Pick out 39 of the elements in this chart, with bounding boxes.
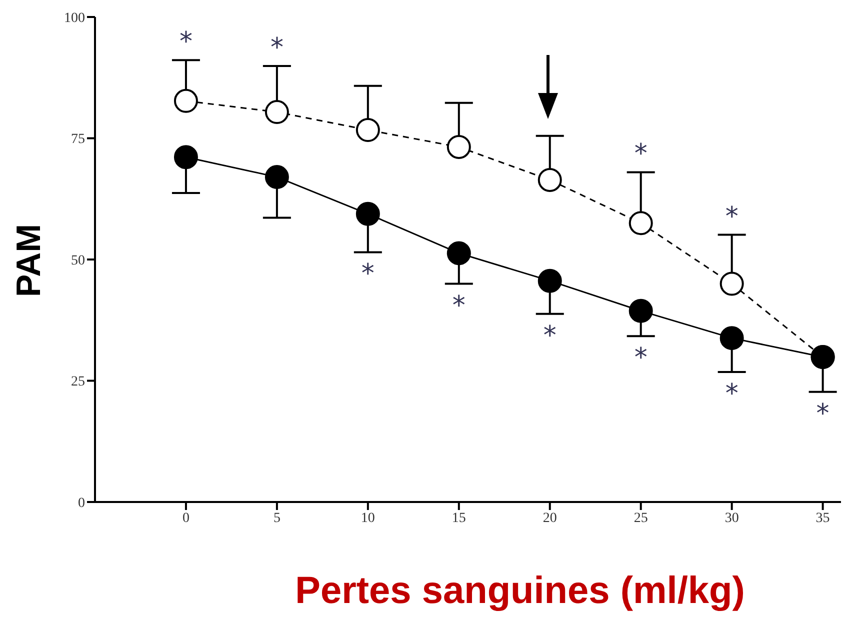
annotation: * [361, 259, 374, 290]
point [174, 145, 198, 170]
point [538, 268, 562, 293]
point [720, 326, 744, 350]
point [628, 298, 653, 323]
x-axis-title: Pertes sanguines (ml/kg) [294, 570, 746, 613]
annotation: * [725, 202, 738, 232]
annotation: * [179, 27, 192, 58]
annotation: * [634, 139, 648, 170]
x-tick-label: 25 [634, 510, 648, 526]
point [720, 272, 744, 296]
point [264, 100, 289, 124]
y-tick-label: 75 [71, 132, 85, 148]
point [264, 165, 289, 190]
point [446, 241, 471, 266]
point [356, 118, 380, 142]
y-tick-label: 100 [64, 10, 85, 26]
x-tick-label: 35 [816, 510, 830, 526]
annotation: * [543, 320, 556, 351]
y-axis-title: PAM [10, 223, 50, 297]
point [356, 202, 380, 226]
point [538, 168, 562, 192]
x-tick-label: 0 [182, 510, 190, 526]
y-tick-label: 0 [78, 496, 85, 511]
annotation: * [270, 32, 284, 63]
x-tick-label: 30 [724, 510, 739, 526]
point [446, 134, 471, 159]
x-tick-label: 10 [360, 510, 375, 526]
x-tick-label: 15 [452, 510, 466, 526]
y-tick-label: 25 [71, 374, 85, 390]
y-tick-label: 50 [71, 253, 85, 268]
x-tick-label: 5 [273, 510, 280, 526]
annotation: * [725, 379, 738, 410]
annotation: * [634, 343, 648, 374]
annotation: * [816, 398, 830, 429]
point [628, 211, 653, 236]
x-tick-label: 20 [542, 510, 557, 526]
point [174, 88, 198, 113]
annotation: * [452, 290, 466, 321]
